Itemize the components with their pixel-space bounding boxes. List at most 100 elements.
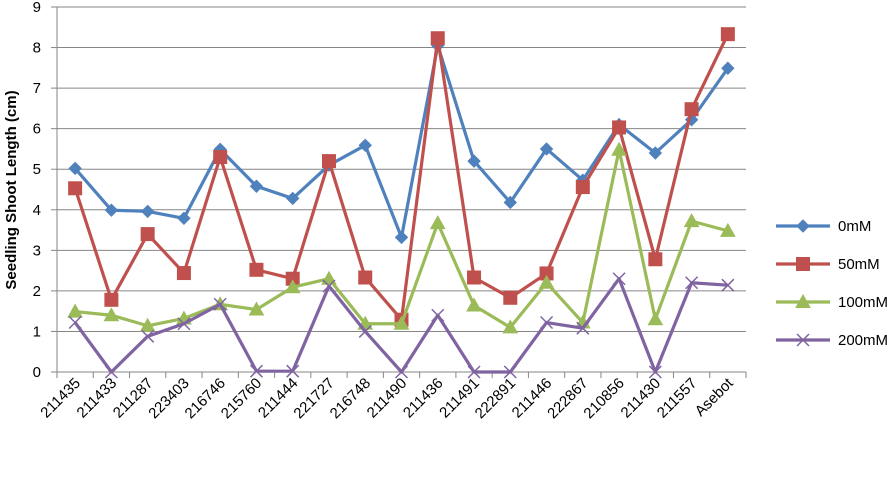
x-tick-label: 216748 xyxy=(327,375,374,422)
data-point xyxy=(177,317,191,331)
legend-marker xyxy=(796,219,810,233)
legend-marker xyxy=(795,293,811,308)
data-point xyxy=(538,274,555,289)
data-point xyxy=(358,138,372,153)
x-tick-label: 211436 xyxy=(400,375,447,422)
legend-label: 100mM xyxy=(838,294,888,311)
data-point xyxy=(286,191,300,206)
series-200mM xyxy=(68,272,735,379)
data-point xyxy=(249,364,263,378)
data-point xyxy=(248,301,265,316)
data-point xyxy=(612,272,626,286)
x-tick-label: 211433 xyxy=(74,375,121,422)
data-point xyxy=(648,365,662,379)
data-point xyxy=(322,279,336,293)
legend-label: 200mM xyxy=(838,332,888,349)
y-axis-label: Seedling Shoot Length (cm) xyxy=(3,90,20,289)
x-tick-label: 211557 xyxy=(654,375,701,422)
data-point xyxy=(721,61,735,75)
data-point xyxy=(249,262,264,277)
data-point xyxy=(612,120,627,135)
data-point xyxy=(648,146,663,160)
data-point xyxy=(467,270,482,285)
y-tick-label: 0 xyxy=(33,364,41,381)
x-tick-labels: 2114352114332112872234032167462157602114… xyxy=(37,374,737,422)
data-point xyxy=(502,319,519,334)
data-point xyxy=(141,329,155,343)
data-point xyxy=(685,276,699,290)
data-point xyxy=(503,195,517,210)
series-50mM xyxy=(68,27,735,327)
x-tick-label: 210856 xyxy=(580,375,627,422)
series-layer xyxy=(67,27,736,379)
data-point xyxy=(139,317,156,332)
y-tick-label: 4 xyxy=(33,202,41,219)
y-tick-label: 9 xyxy=(33,0,41,16)
data-point xyxy=(140,227,155,242)
data-point xyxy=(104,365,118,379)
data-point xyxy=(466,297,482,312)
x-tick-label: 222891 xyxy=(472,375,519,422)
legend-marker xyxy=(796,333,810,347)
series-line xyxy=(73,33,730,322)
y-tick-label: 1 xyxy=(33,323,41,340)
y-tick-label: 5 xyxy=(33,161,41,178)
data-point xyxy=(575,180,590,195)
data-point xyxy=(321,154,336,169)
data-point xyxy=(430,31,445,46)
data-point xyxy=(140,204,155,219)
series-0mM xyxy=(68,38,735,245)
data-point xyxy=(648,252,663,267)
data-point xyxy=(176,266,191,281)
legend-marker xyxy=(796,257,810,271)
legend-label: 0mM xyxy=(838,218,871,235)
data-point xyxy=(467,365,481,379)
data-point xyxy=(720,222,736,237)
data-point xyxy=(104,292,119,307)
data-point xyxy=(213,297,227,311)
data-point xyxy=(540,315,554,330)
data-point xyxy=(539,142,554,156)
data-point xyxy=(68,181,83,196)
data-point xyxy=(683,213,700,228)
data-point xyxy=(358,270,373,285)
x-tick-label: 211490 xyxy=(364,375,411,422)
data-point xyxy=(393,315,410,330)
data-point xyxy=(647,311,664,326)
x-tick-label: 211430 xyxy=(618,375,665,422)
data-point xyxy=(103,307,120,322)
legend-item: 0mM xyxy=(776,218,871,235)
x-tick-label: 211435 xyxy=(37,375,84,422)
data-point xyxy=(177,211,191,226)
legend-item: 200mM xyxy=(776,332,888,349)
data-point xyxy=(721,278,735,292)
y-tick-labels: 0 1 2 3 4 5 6 7 8 9 xyxy=(33,0,41,381)
data-point xyxy=(67,303,83,318)
data-point xyxy=(321,270,337,285)
x-tick-label: 215760 xyxy=(218,375,265,422)
data-point xyxy=(358,324,372,338)
gridlines xyxy=(57,6,746,332)
legend-label: 50mM xyxy=(838,256,880,273)
data-point xyxy=(284,279,301,294)
y-tick-label: 3 xyxy=(33,242,41,259)
x-tick-label: Asebot xyxy=(692,374,738,420)
data-point xyxy=(68,161,82,176)
y-tick-label: 8 xyxy=(33,40,41,57)
data-point xyxy=(611,141,627,156)
legend: 0mM 50mM 100mM 200mM xyxy=(776,218,888,349)
data-point xyxy=(104,203,119,217)
data-point xyxy=(394,365,409,379)
y-tick-label: 6 xyxy=(33,121,41,138)
data-point xyxy=(68,315,82,330)
legend-item: 50mM xyxy=(776,256,880,273)
data-point xyxy=(503,290,518,305)
legend-item: 100mM xyxy=(776,293,888,311)
data-point xyxy=(429,215,446,230)
data-point xyxy=(684,102,699,117)
data-point xyxy=(431,308,445,322)
series-line xyxy=(73,43,730,239)
y-tick-label: 7 xyxy=(33,80,41,97)
y-tick-label: 2 xyxy=(33,283,41,300)
